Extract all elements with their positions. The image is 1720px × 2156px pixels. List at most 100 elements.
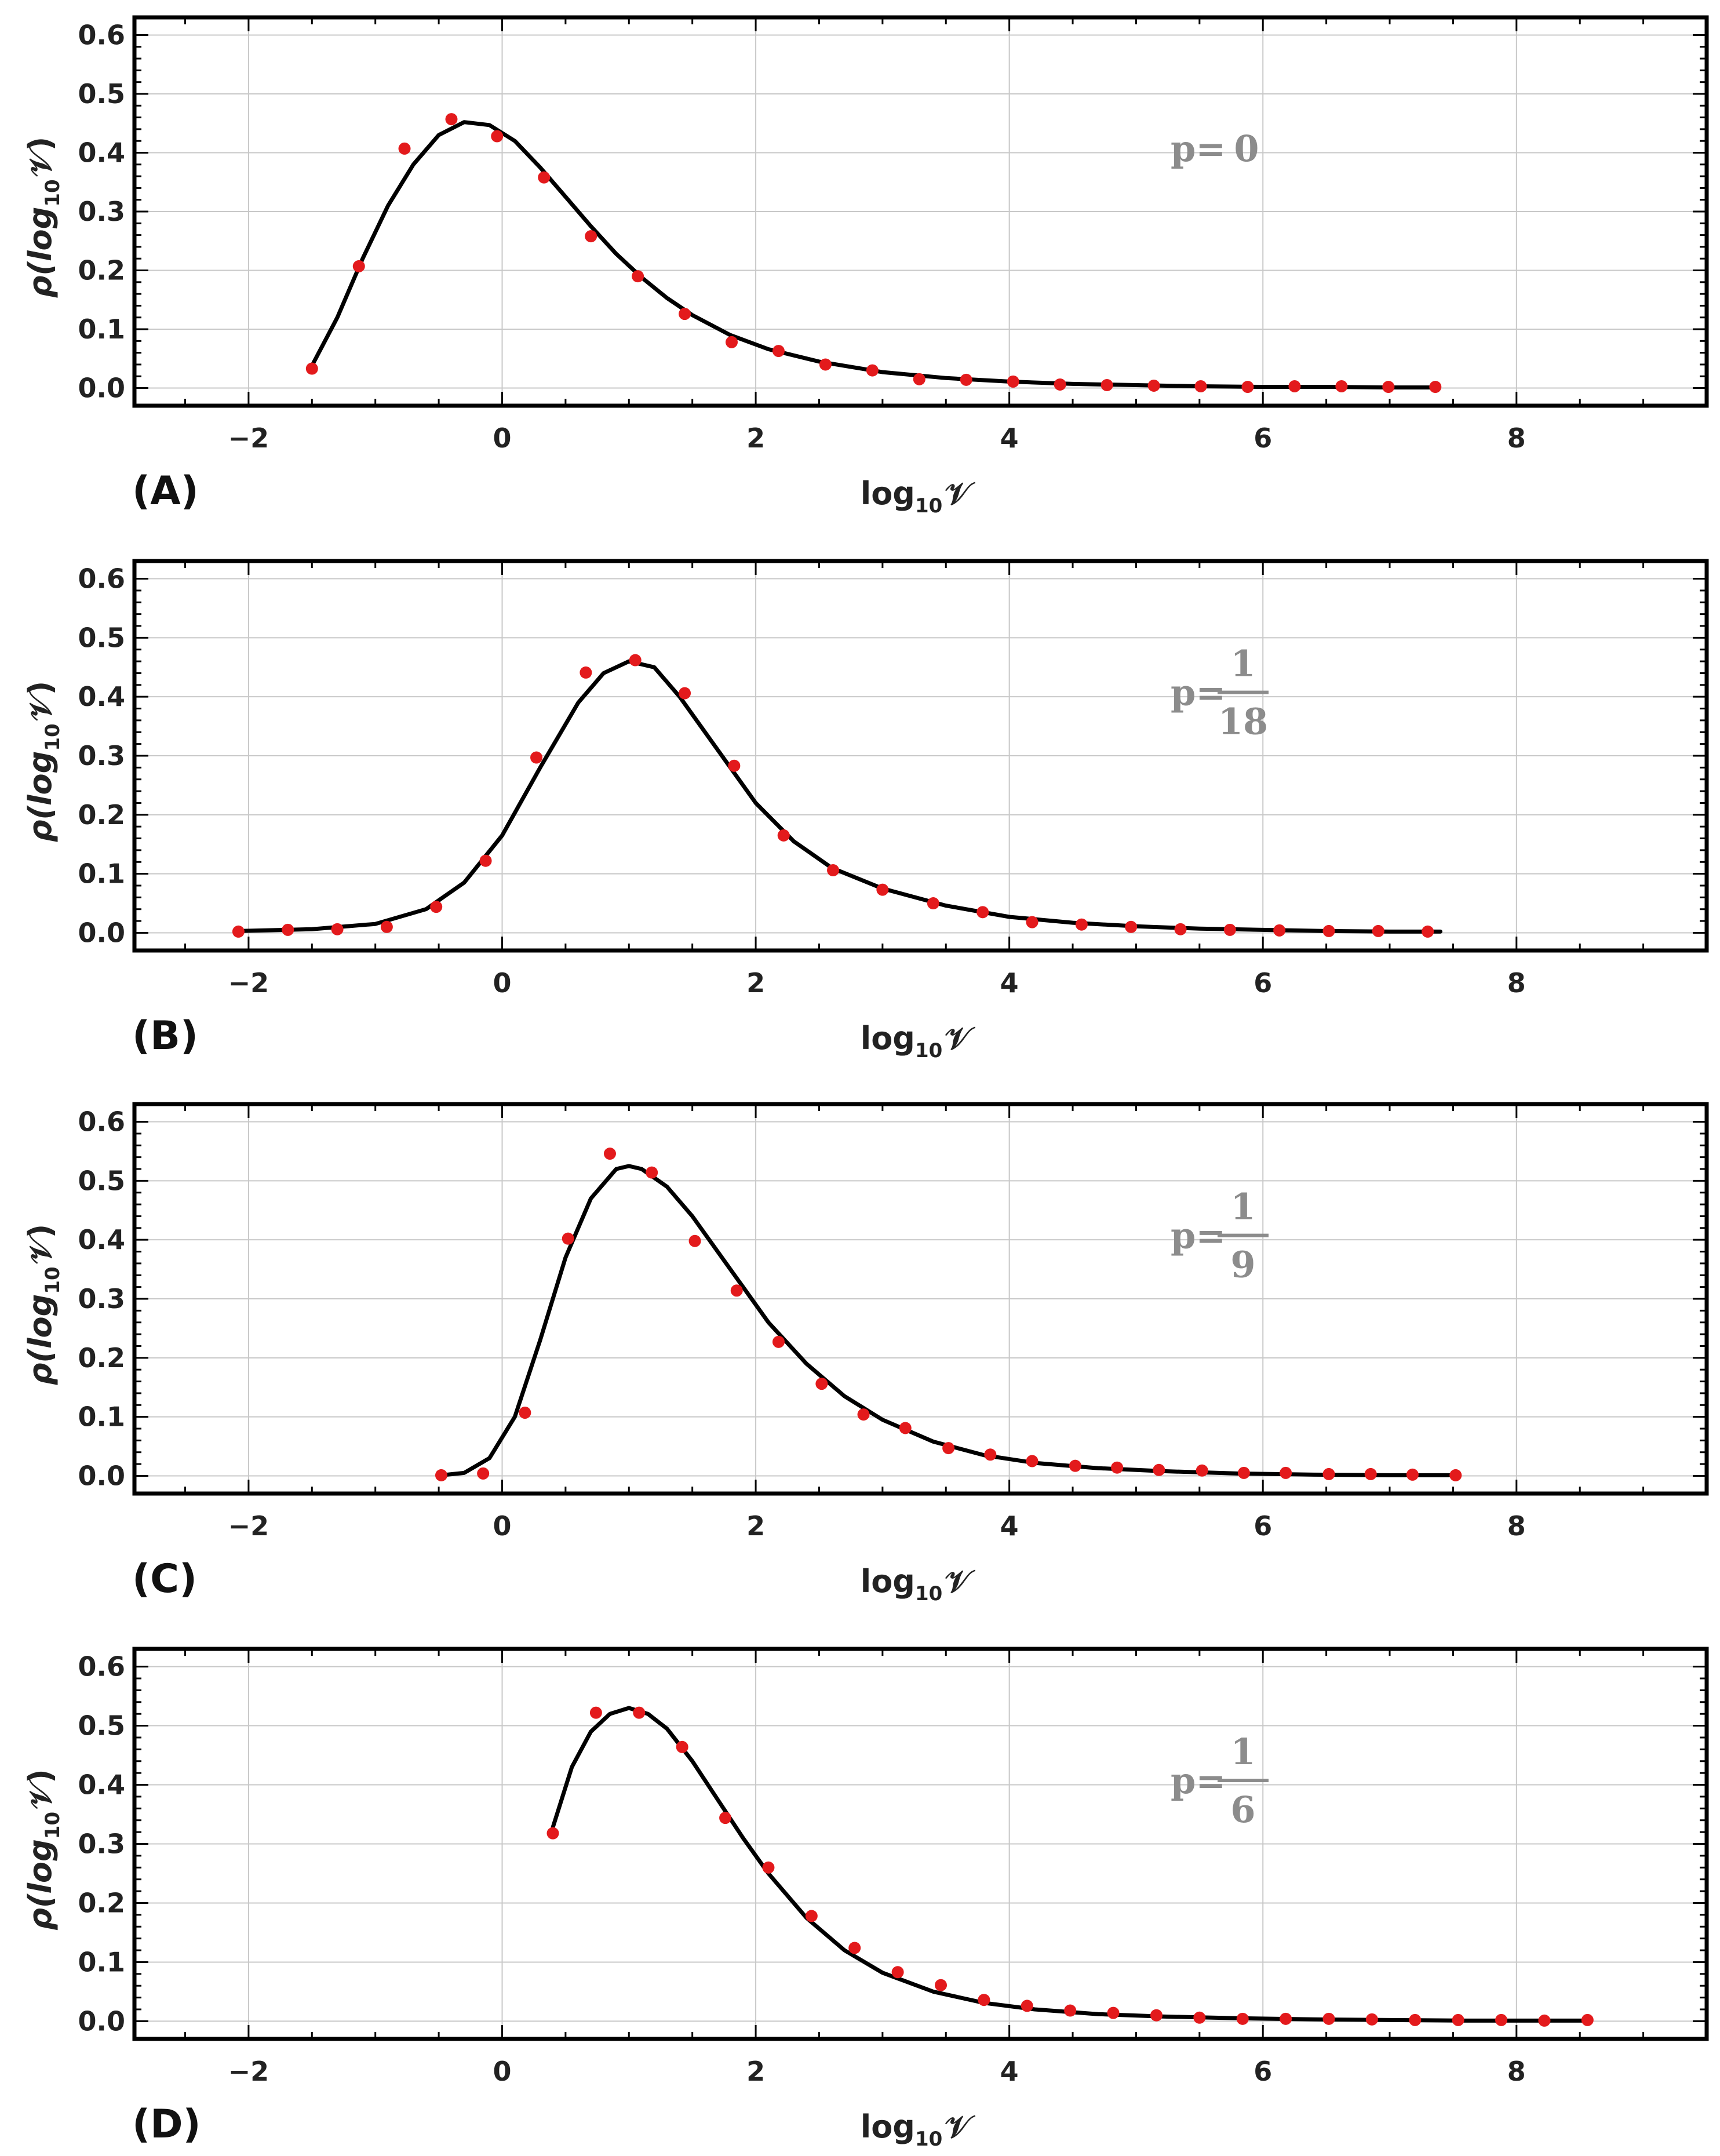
p-denominator: 18 <box>1218 701 1268 743</box>
x-label-sub: 10 <box>915 1039 942 1062</box>
data-point <box>1174 923 1187 935</box>
data-point <box>805 1910 818 1922</box>
data-point <box>726 336 738 348</box>
y-label-sub: 10 <box>41 1266 64 1294</box>
y-label-var: 𝒱) <box>22 1769 59 1809</box>
data-point <box>445 113 458 126</box>
data-point <box>1335 380 1348 392</box>
plot-frame <box>132 15 1709 408</box>
x-label-sub: 10 <box>915 1582 942 1605</box>
data-point <box>1422 925 1434 938</box>
plot-frame <box>132 1647 1709 2041</box>
p-value: 0 <box>1234 128 1259 170</box>
panel-label: (D) <box>132 2102 201 2147</box>
data-point <box>629 654 642 667</box>
data-point <box>815 1378 828 1390</box>
data-point <box>899 1422 912 1434</box>
data-point <box>352 260 365 272</box>
plot-frame <box>132 559 1709 953</box>
data-point <box>679 308 691 321</box>
data-point <box>380 920 393 933</box>
data-point <box>1069 1459 1081 1472</box>
data-point <box>1125 920 1138 933</box>
x-axis-label: log10𝒱 <box>861 1020 976 1062</box>
chart-panel-d: −2 0 2 4 6 80.00.10.20.30.40.50.6p=16(D) log10… <box>22 1647 1709 2151</box>
data-point <box>935 1979 948 1991</box>
data-point <box>546 1827 559 1840</box>
data-point <box>282 923 294 936</box>
data-point <box>435 1469 447 1481</box>
y-tick-label: 0.2 <box>78 255 126 286</box>
panel-label: (A) <box>132 468 199 514</box>
data-point <box>519 1407 531 1419</box>
x-tick-label: 6 <box>1253 967 1272 999</box>
data-point <box>1429 381 1442 394</box>
y-tick-label: 0.1 <box>78 858 126 890</box>
data-point <box>1406 1468 1419 1481</box>
x-tick-label: −2 <box>228 423 269 454</box>
data-point <box>942 1442 955 1455</box>
theory-curve <box>439 1164 1458 1477</box>
data-point <box>676 1740 688 1753</box>
data-point <box>1193 2011 1206 2024</box>
data-point <box>1382 381 1395 394</box>
data-point <box>1322 2012 1335 2025</box>
x-tick-label: 8 <box>1507 423 1526 454</box>
x-tick-label: 2 <box>746 2056 765 2087</box>
y-tick-label: 0.6 <box>78 1651 126 1682</box>
x-tick-label: 4 <box>1000 423 1019 454</box>
data-point <box>1237 1466 1250 1479</box>
y-tick-label: 0.5 <box>78 1165 126 1196</box>
data-point <box>827 864 840 877</box>
x-tick-label: 8 <box>1507 1510 1526 1542</box>
data-point <box>491 130 504 143</box>
data-point <box>603 1148 616 1160</box>
y-label-rho: ρ(log <box>22 751 59 843</box>
data-point <box>1409 2013 1422 2026</box>
x-tick-label: −2 <box>228 1510 269 1542</box>
p-numerator: 1 <box>1230 643 1255 685</box>
data-point <box>580 666 592 679</box>
data-point <box>1147 379 1160 392</box>
data-point <box>1194 380 1207 392</box>
panel-label: (C) <box>132 1556 197 1602</box>
y-tick-label: 0.4 <box>78 681 126 712</box>
y-tick-label: 0.4 <box>78 1224 126 1255</box>
data-point <box>1054 378 1066 391</box>
data-point <box>1581 2013 1594 2026</box>
x-tick-label: 8 <box>1507 967 1526 999</box>
x-tick-label: 4 <box>1000 967 1019 999</box>
x-label-var: 𝒱 <box>945 2108 975 2145</box>
data-point <box>1288 380 1301 392</box>
data-point <box>585 230 597 243</box>
y-label-var: 𝒱) <box>22 681 59 722</box>
data-point <box>1026 916 1038 928</box>
data-point <box>430 901 443 913</box>
data-point <box>589 1706 602 1719</box>
p-numerator: 1 <box>1230 1186 1255 1228</box>
data-point <box>976 906 989 919</box>
data-point <box>688 1234 701 1247</box>
y-tick-label: 0.0 <box>78 1460 126 1491</box>
data-point <box>1153 1463 1165 1476</box>
data-point <box>305 362 318 375</box>
x-tick-label: 8 <box>1507 2056 1526 2087</box>
p-denominator: 9 <box>1230 1244 1255 1286</box>
plot-frame <box>132 1102 1709 1496</box>
data-point <box>1273 924 1286 937</box>
p-prefix: p= <box>1171 128 1226 170</box>
data-point <box>1280 2012 1292 2025</box>
y-tick-label: 0.5 <box>78 78 126 110</box>
data-point <box>538 171 551 184</box>
x-axis-label: log10𝒱 <box>861 1563 976 1605</box>
x-axis-label: log10𝒱 <box>861 475 976 518</box>
p-prefix: p= <box>1171 1215 1226 1257</box>
x-tick-label: 6 <box>1253 423 1272 454</box>
data-point <box>1075 918 1088 931</box>
data-point <box>762 1861 775 1874</box>
x-tick-label: 0 <box>493 1510 511 1542</box>
x-tick-label: 0 <box>493 2056 511 2087</box>
y-tick-label: 0.0 <box>78 917 126 948</box>
x-tick-label: 4 <box>1000 1510 1019 1542</box>
